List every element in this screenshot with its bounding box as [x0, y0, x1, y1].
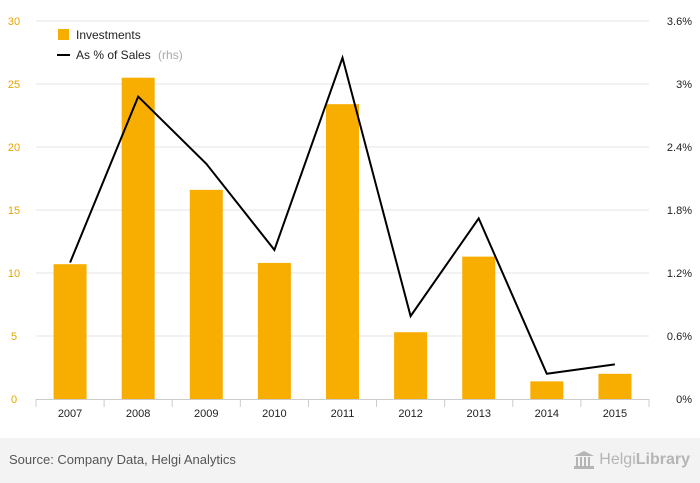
legend-label-sales-suffix: (rhs) — [158, 48, 183, 62]
y-right-tick-label: 0% — [676, 394, 692, 406]
bar-investments — [257, 262, 291, 399]
y-right-tick-label: 1.8% — [667, 205, 692, 217]
bar-investments — [598, 373, 632, 399]
y-left-tick-label: 25 — [8, 79, 20, 91]
x-tick-label: 2015 — [603, 408, 627, 420]
y-right-tick-label: 3% — [676, 79, 692, 91]
x-tick-label: 2009 — [194, 408, 218, 420]
bar-investments — [53, 264, 87, 399]
y-left-tick-label: 20 — [8, 142, 20, 154]
y-left-tick-label: 30 — [8, 16, 20, 28]
bar-investments — [394, 332, 428, 399]
logo-text: HelgiLibrary — [599, 451, 690, 469]
bar-investments — [189, 189, 223, 399]
axes: 0 0% 5 0.6% 10 1.2% 15 1.8% 20 2.4% 25 3% 30 3.6% 2007… — [8, 16, 692, 420]
y-left-tick-label: 10 — [8, 268, 20, 280]
bar-investments — [530, 381, 564, 399]
legend-swatch-investments — [58, 29, 69, 40]
y-right-tick-label: 2.4% — [667, 142, 692, 154]
bar-investments — [326, 104, 359, 399]
chart: 0 0% 5 0.6% 10 1.2% 15 1.8% 20 2.4% 25 3% 30 3.6% 2007… — [8, 16, 692, 420]
x-tick-label: 2011 — [331, 408, 355, 420]
library-building-icon — [574, 451, 595, 469]
y-right-tick-label: 3.6% — [667, 16, 692, 28]
footer: Source: Company Data, Helgi Analytics He… — [0, 438, 700, 483]
x-tick-label: 2013 — [466, 408, 490, 420]
y-right-tick-label: 0.6% — [667, 331, 692, 343]
y-right-tick-label: 1.2% — [667, 268, 692, 280]
legend: Investments As % of Sales (rhs) — [57, 28, 183, 62]
x-tick-label: 2014 — [535, 408, 559, 420]
y-left-tick-label: 0 — [11, 394, 17, 406]
x-tick-label: 2007 — [58, 408, 82, 420]
line-as-percent-of-sales — [69, 54, 616, 375]
y-left-tick-label: 15 — [8, 205, 20, 217]
x-tick-label: 2008 — [126, 408, 150, 420]
x-tick-label: 2012 — [398, 408, 422, 420]
bar-investments — [462, 256, 496, 399]
source-text: Source: Company Data, Helgi Analytics — [9, 452, 236, 467]
y-left-tick-label: 5 — [11, 331, 17, 343]
logo-text-regular: Helgi — [599, 451, 636, 468]
x-tick-label: 2010 — [262, 408, 286, 420]
legend-label-sales-main: As % of Sales — [76, 48, 151, 62]
legend-label-sales: As % of Sales (rhs) — [76, 48, 183, 62]
bar-series — [53, 77, 632, 399]
legend-label-investments: Investments — [76, 28, 141, 42]
line-series — [69, 54, 616, 375]
logo-text-bold: Library — [635, 451, 690, 468]
helgi-library-logo[interactable]: HelgiLibrary — [573, 448, 690, 472]
bar-investments — [121, 77, 155, 399]
